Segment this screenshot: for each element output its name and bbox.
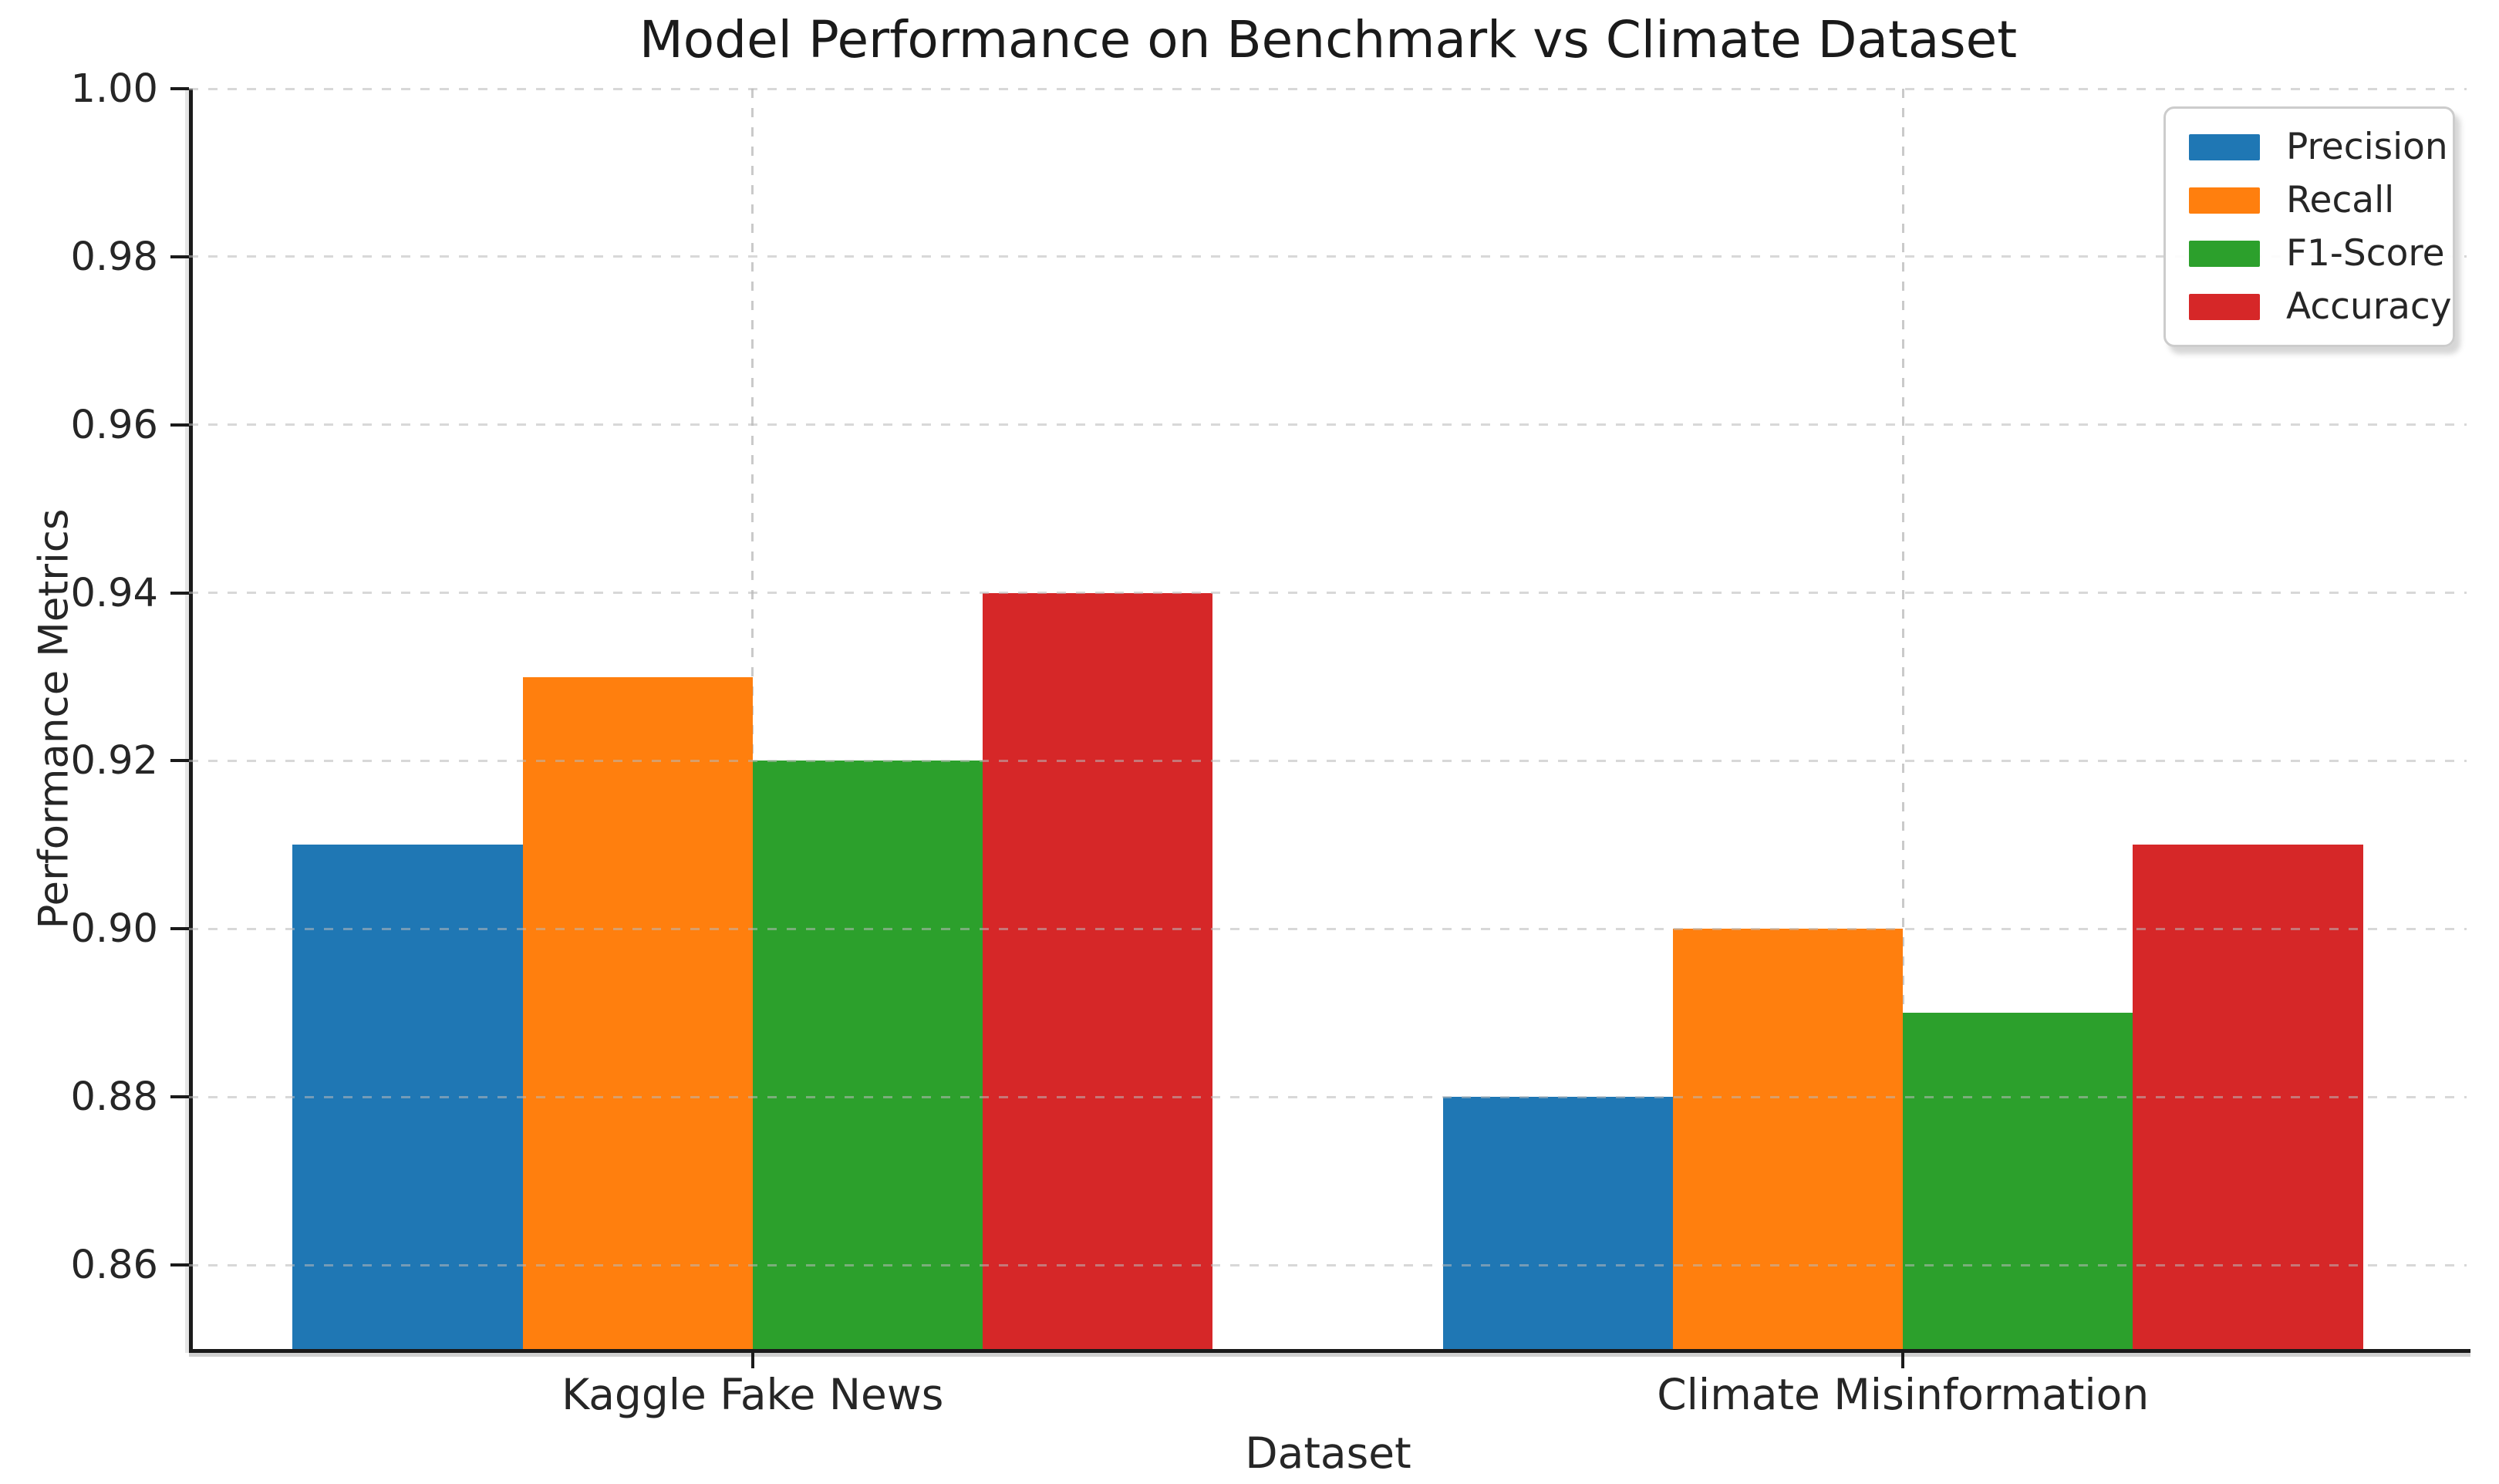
y-tick-label: 0.90 — [70, 906, 158, 953]
y-gridline — [189, 759, 2467, 762]
legend: Precision Recall F1-Score Accuracy — [2163, 106, 2455, 347]
y-gridline — [189, 1095, 2467, 1098]
chart-title: Model Performance on Benchmark vs Climat… — [639, 10, 2018, 69]
x-tick-mark — [750, 1353, 754, 1368]
bar-f1-score-0 — [752, 761, 983, 1349]
legend-item-precision: Precision — [2189, 129, 2448, 165]
y-tick-mark — [170, 87, 189, 90]
y-tick-mark — [170, 1095, 189, 1099]
bar-precision-1 — [1442, 1097, 1673, 1349]
legend-label-f1-score: F1-Score — [2286, 232, 2445, 275]
x-tick-label-0: Kaggle Fake News — [562, 1370, 944, 1419]
y-tick-mark — [170, 927, 189, 931]
y-tick-mark — [170, 1263, 189, 1267]
x-tick-mark — [1901, 1353, 1905, 1368]
y-tick-label: 0.98 — [70, 234, 158, 280]
y-gridline — [189, 592, 2467, 595]
x-axis-label: Dataset — [1245, 1428, 1411, 1478]
x-gridline — [751, 89, 754, 1349]
y-tick-label: 1.00 — [70, 66, 158, 112]
y-gridline — [189, 927, 2467, 930]
y-tick-mark — [170, 759, 189, 763]
y-gridline — [189, 87, 2467, 90]
legend-item-recall: Recall — [2189, 182, 2430, 218]
bar-f1-score-1 — [1903, 1013, 2133, 1349]
legend-label-accuracy: Accuracy — [2286, 285, 2452, 328]
legend-swatch-precision — [2189, 133, 2260, 160]
bar-recall-0 — [522, 676, 753, 1349]
legend-label-precision: Precision — [2286, 126, 2448, 168]
y-tick-label: 0.88 — [70, 1074, 158, 1121]
legend-swatch-recall — [2189, 187, 2260, 214]
legend-swatch-f1-score — [2189, 240, 2260, 267]
legend-label-recall: Recall — [2286, 179, 2395, 221]
bar-accuracy-0 — [983, 592, 1213, 1349]
y-tick-label: 0.96 — [70, 402, 158, 448]
x-gridline — [1901, 89, 1904, 1349]
legend-swatch-accuracy — [2189, 293, 2260, 320]
y-tick-mark — [170, 423, 189, 427]
legend-item-accuracy: Accuracy — [2189, 288, 2452, 325]
y-tick-label: 0.86 — [70, 1243, 158, 1289]
y-tick-mark — [170, 255, 189, 258]
y-gridline — [189, 1263, 2467, 1266]
y-gridline — [189, 255, 2467, 258]
y-gridline — [189, 423, 2467, 427]
y-tick-label: 0.92 — [70, 738, 158, 784]
plot-area — [189, 89, 2470, 1353]
x-tick-label-1: Climate Misinformation — [1657, 1370, 2150, 1419]
bar-recall-1 — [1672, 929, 1904, 1349]
y-tick-mark — [170, 591, 189, 595]
legend-item-f1-score: F1-Score — [2189, 235, 2445, 272]
y-tick-label: 0.94 — [70, 570, 158, 616]
